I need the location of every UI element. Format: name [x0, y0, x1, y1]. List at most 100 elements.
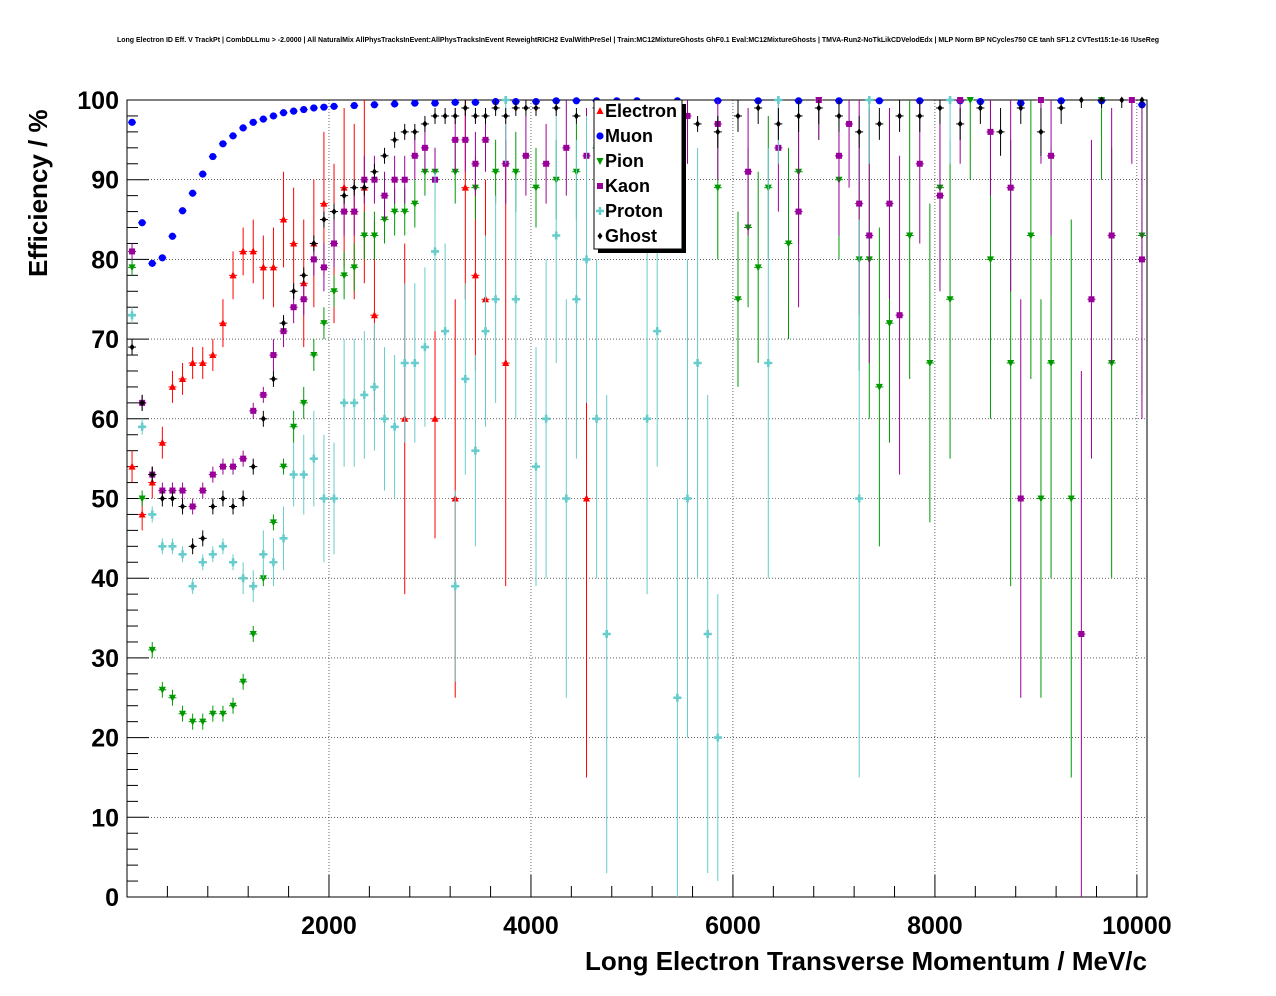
data-point: [230, 463, 237, 470]
data-point: [341, 208, 348, 215]
data-point: [330, 102, 338, 110]
data-point: [199, 359, 207, 367]
data-point: [371, 168, 377, 176]
data-point: [503, 112, 509, 120]
data-point: [229, 132, 237, 140]
data-point: [784, 240, 792, 248]
data-point: [209, 710, 217, 718]
data-point: [210, 502, 216, 510]
data-point: [280, 463, 288, 471]
data-point: [472, 112, 478, 120]
data-point: [319, 494, 328, 503]
data-point: [250, 407, 257, 414]
data-point: [218, 542, 227, 551]
data-point: [734, 296, 742, 304]
series-electron: [128, 100, 591, 778]
data-point: [179, 374, 187, 382]
data-point: [400, 359, 409, 368]
data-point: [451, 98, 459, 106]
data-point: [128, 118, 136, 126]
data-point: [290, 423, 298, 431]
data-point: [421, 168, 429, 176]
data-point: [713, 733, 722, 742]
data-point: [795, 208, 802, 215]
x-tick-label: 2000: [301, 912, 357, 940]
data-point: [1058, 104, 1064, 112]
data-point: [240, 455, 247, 462]
data-point: [360, 232, 368, 240]
data-point: [1078, 630, 1085, 637]
data-point: [1047, 360, 1055, 368]
data-point: [301, 271, 307, 279]
y-tick-label: 50: [91, 486, 119, 514]
data-point: [360, 390, 369, 399]
data-point: [745, 168, 752, 175]
data-point: [1119, 96, 1125, 104]
data-point: [916, 160, 923, 167]
data-point: [269, 519, 277, 527]
data-point: [239, 124, 247, 132]
data-point: [735, 112, 741, 120]
y-tick-label: 60: [91, 406, 119, 434]
data-point: [391, 208, 399, 216]
data-point: [431, 414, 439, 422]
data-point: [401, 208, 409, 216]
x-tick-label: 10000: [1102, 912, 1172, 940]
data-point: [350, 398, 359, 407]
y-tick-label: 80: [91, 246, 119, 274]
data-point: [310, 352, 318, 360]
legend-box: [593, 99, 683, 250]
data-point: [239, 247, 247, 255]
legend-marker-electron: [596, 107, 604, 114]
data-point: [856, 128, 862, 136]
data-point: [695, 120, 701, 128]
data-point: [390, 422, 399, 431]
data-point: [816, 104, 822, 112]
data-point: [411, 200, 419, 208]
data-point: [149, 471, 155, 479]
data-point: [502, 359, 510, 367]
data-point: [269, 112, 278, 120]
data-point: [310, 256, 317, 263]
data-point: [583, 494, 591, 502]
data-point: [239, 678, 247, 686]
data-point: [270, 352, 277, 359]
data-point: [796, 112, 802, 120]
data-point: [421, 144, 428, 151]
data-point: [451, 168, 459, 176]
series-muon: [128, 97, 1146, 267]
data-point: [300, 105, 308, 114]
data-point: [472, 160, 479, 167]
x-axis-label: Long Electron Transverse Momentum / MeV/…: [585, 946, 1147, 976]
data-point: [320, 199, 328, 207]
data-point: [422, 120, 428, 128]
data-point: [219, 463, 226, 470]
series-ghost: [128, 96, 1146, 555]
data-point: [148, 646, 156, 654]
data-point: [966, 97, 974, 104]
data-point: [461, 183, 469, 191]
data-point: [370, 101, 379, 109]
data-point: [189, 503, 196, 510]
data-point: [452, 136, 459, 143]
data-point: [138, 495, 146, 503]
data-point: [592, 414, 601, 423]
data-point: [764, 359, 773, 368]
data-point: [391, 176, 398, 183]
data-point: [513, 104, 519, 112]
data-point: [270, 375, 276, 383]
data-point: [562, 494, 571, 503]
data-point: [310, 104, 318, 112]
data-point: [683, 494, 692, 503]
data-point: [957, 97, 964, 103]
data-point: [543, 160, 550, 167]
data-point: [229, 702, 237, 710]
data-point: [392, 136, 398, 144]
data-point: [1138, 256, 1145, 263]
data-point: [977, 104, 983, 112]
legend-marker-kaon: [597, 183, 603, 189]
data-point: [412, 128, 418, 136]
data-point: [309, 454, 318, 463]
data-point: [602, 629, 611, 638]
data-point: [572, 295, 581, 304]
